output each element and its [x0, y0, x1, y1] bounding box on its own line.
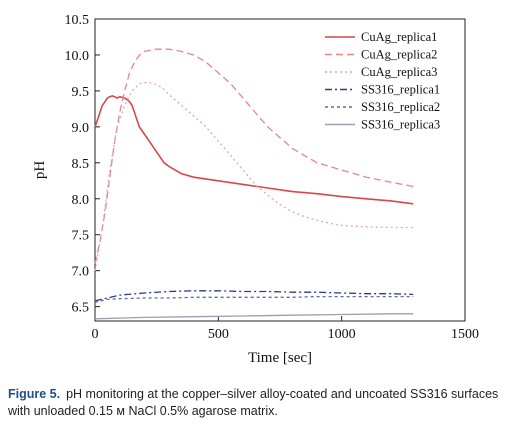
series-line-ss316-replica1: [94, 290, 414, 302]
y-tick-label: 9.5: [72, 85, 90, 100]
series-line-cuag-replica2: [94, 48, 414, 264]
series-line-ss316-replica2: [94, 295, 414, 303]
legend-label: SS316_replica1: [361, 83, 440, 97]
series-line-cuag-replica1: [94, 95, 414, 205]
figure-caption-text: pH monitoring at the copper–silver alloy…: [8, 387, 499, 418]
figure-caption: Figure 5. pH monitoring at the copper–sil…: [8, 386, 506, 420]
legend-label: CuAg_replica1: [361, 30, 437, 44]
figure-label: Figure 5.: [8, 387, 61, 401]
legend-label: CuAg_replica2: [361, 48, 437, 62]
ph-line-chart: 0 500 1000 1500 6.5 7.0 7.5 8.0 8.5 9.0 9.5 10.0 10.…: [32, 13, 480, 366]
y-tick-label: 8.0: [72, 193, 90, 208]
x-tick-label: 1500: [451, 327, 479, 342]
legend-label: SS316_replica3: [361, 118, 440, 132]
axis-ticks: 0 500 1000 1500 6.5 7.0 7.5 8.0 8.5 9.0 9.5 10.0 10.…: [65, 13, 480, 342]
y-tick-label: 6.5: [72, 301, 90, 316]
y-tick-label: 9.0: [72, 121, 90, 136]
plot-frame: [94, 18, 466, 322]
y-tick-label: 8.5: [72, 157, 90, 172]
x-tick-label: 500: [208, 327, 229, 342]
legend-label: SS316_replica2: [361, 100, 440, 114]
series-line-cuag-replica3: [94, 81, 414, 271]
x-axis-title: Time [sec]: [248, 350, 312, 366]
y-axis-title: pH: [32, 161, 48, 180]
legend: CuAg_replica1 CuAg_replica2 CuAg_replica3 S…: [325, 30, 440, 132]
y-tick-label: 7.5: [72, 229, 90, 244]
y-tick-label: 10.5: [65, 13, 90, 28]
y-tick-label: 7.0: [72, 265, 90, 280]
x-tick-label: 1000: [328, 327, 356, 342]
x-tick-label: 0: [92, 327, 99, 342]
legend-label: CuAg_replica3: [361, 65, 437, 79]
y-tick-label: 10.0: [65, 49, 90, 64]
series-line-ss316-replica3: [94, 313, 414, 320]
series-layer: [94, 48, 414, 320]
